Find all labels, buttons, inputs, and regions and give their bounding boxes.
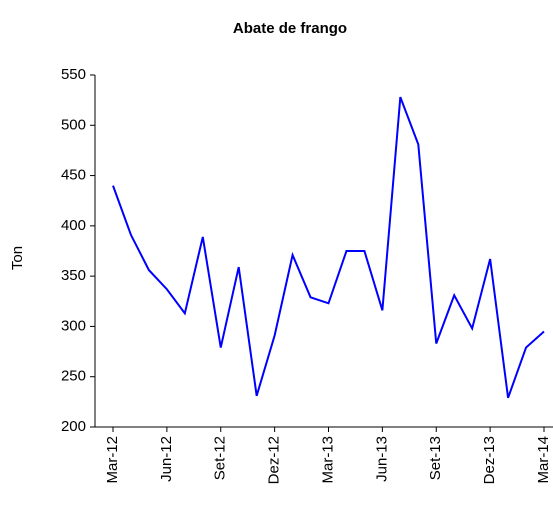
x-tick-label: Jun-13 [373,436,390,482]
y-axis-label: Ton [9,246,26,270]
data-line [112,96,545,399]
y-tick-label: 500 [61,116,86,133]
x-tick-label: Dez-13 [481,436,498,484]
y-tick-label: 400 [61,217,86,234]
chart-title: Abate de frango [233,20,347,37]
y-tick-label: 350 [61,267,86,284]
x-tick-label: Mar-14 [535,436,552,484]
y-tick-label: 300 [61,317,86,334]
x-tick-label: Mar-13 [319,436,336,484]
x-tick-label: Set-12 [212,436,229,480]
x-tick-label: Jun-12 [158,436,175,482]
y-tick-label: 200 [61,418,86,435]
x-tick-label: Set-13 [427,436,444,480]
y-tick-label: 250 [61,368,86,385]
x-tick-label: Dez-12 [266,436,283,484]
y-tick-label: 550 [61,66,86,83]
y-tick-label: 450 [61,167,86,184]
x-tick-label: Mar-12 [104,436,121,484]
